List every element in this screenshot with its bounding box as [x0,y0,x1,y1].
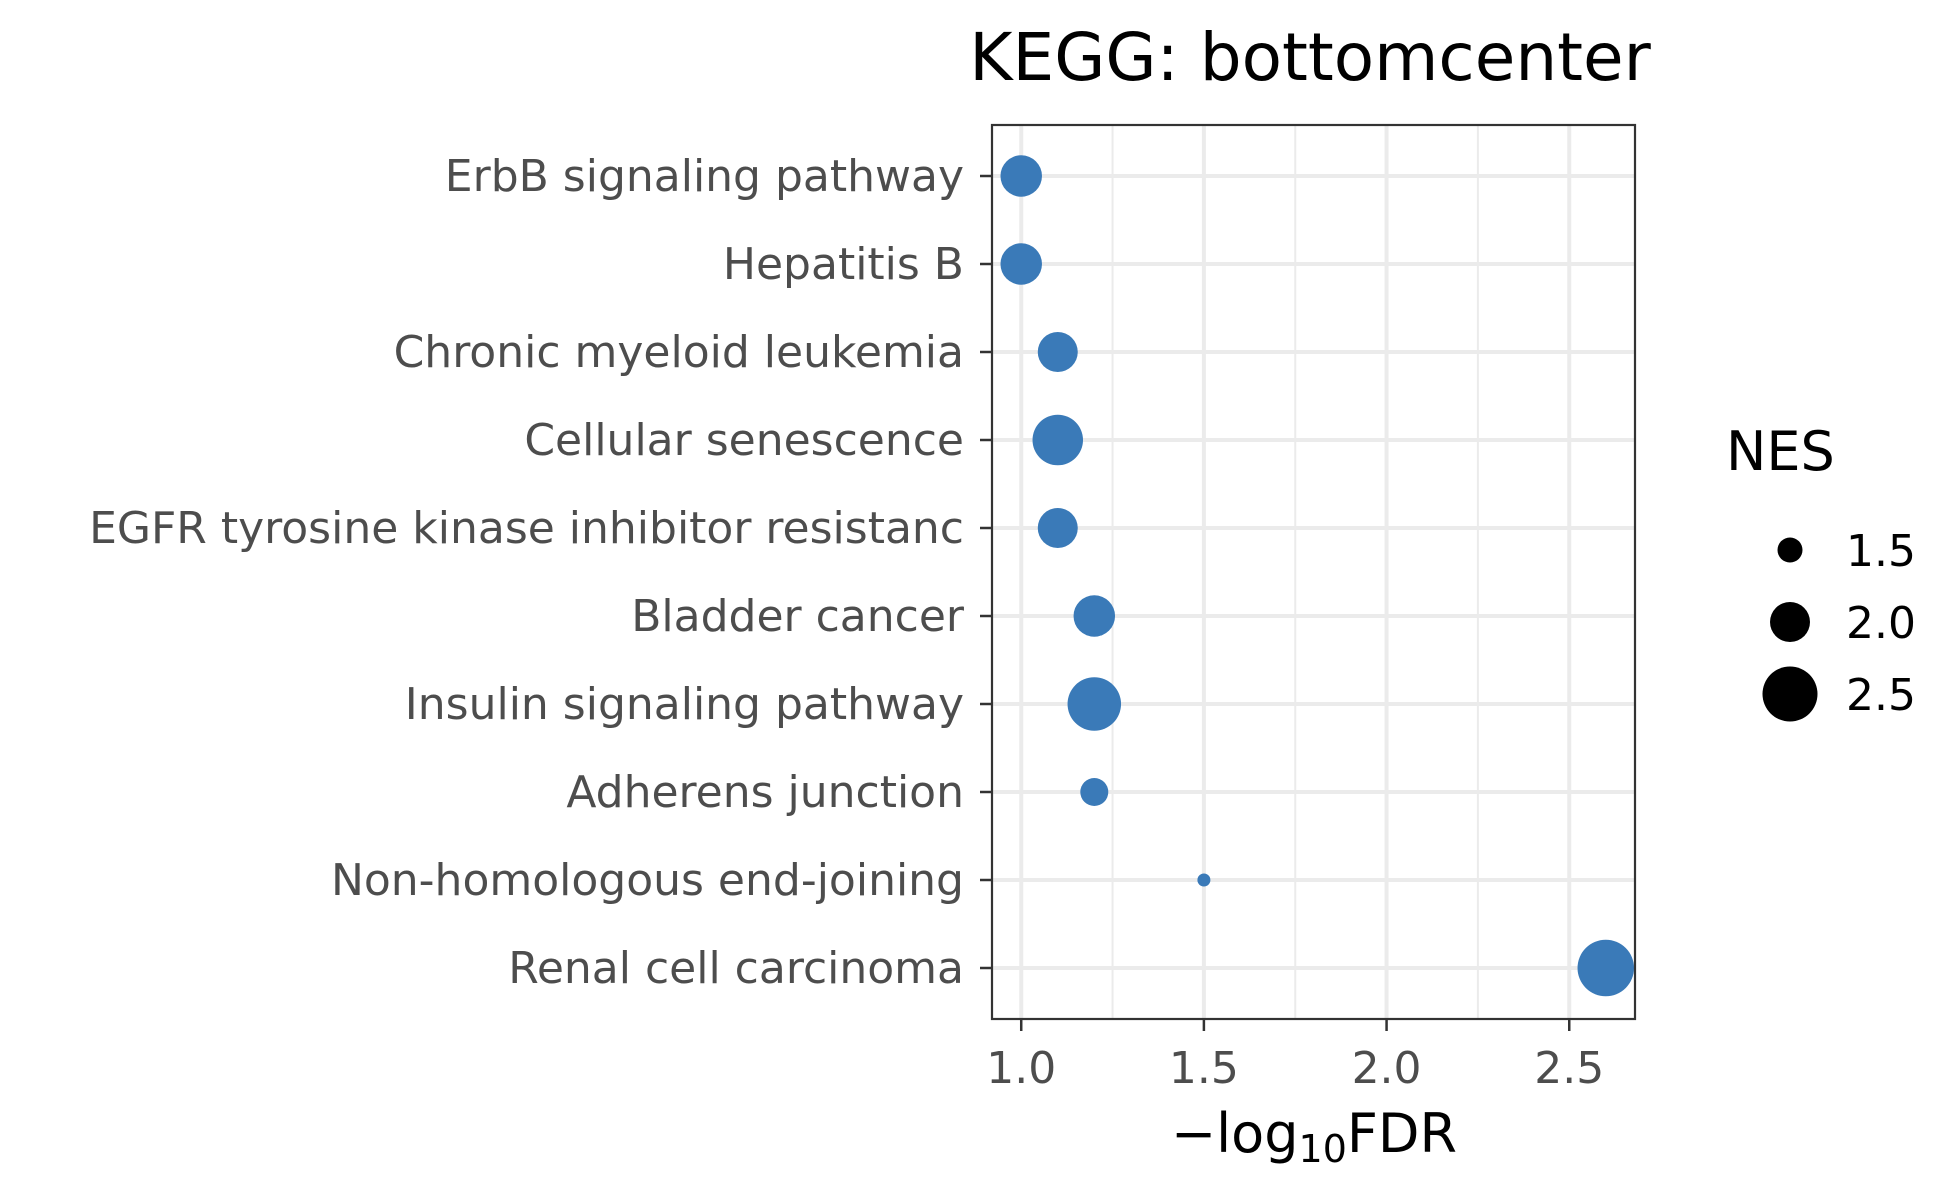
data-point [1032,414,1084,466]
legend-title: NES [1726,420,1835,483]
y-tick-label: EGFR tyrosine kinase inhibitor resistanc [89,503,964,554]
data-point [1037,508,1078,548]
x-tick-label: 1.5 [1169,1043,1239,1094]
x-axis-title-suffix: FDR [1347,1102,1457,1165]
data-point [1000,155,1042,197]
data-point [1000,243,1042,285]
x-axis: 1.0 1.5 2.0 2.5 [986,1019,1604,1094]
y-tick-label: Cellular senescence [524,415,964,466]
x-tick-label: 2.5 [1534,1043,1604,1094]
legend-label: 2.0 [1846,598,1916,649]
y-tick-label: Non-homologous end-joining [331,855,964,906]
y-axis: ErbB signaling pathway Hepatitis B Chronic… [89,151,992,994]
size-legend: NES 1.5 2.0 2.5 [1726,420,1916,722]
legend-key [1770,602,1810,642]
x-axis-title: −log10FDR [1171,1102,1457,1171]
data-point [1197,873,1211,887]
panel-border [990,123,1637,1021]
legend-key [1762,666,1818,722]
chart-title: KEGG: bottomcenter [969,19,1651,96]
grid-layer [992,125,1635,1019]
points-layer [1000,155,1635,997]
y-tick-label: Bladder cancer [631,591,965,642]
data-point [1073,595,1116,637]
legend-key [1777,537,1803,563]
y-tick-label: Renal cell carcinoma [508,943,964,994]
data-point [1067,677,1122,731]
y-tick-label: ErbB signaling pathway [445,151,964,202]
data-point [1080,778,1109,806]
data-point [1037,332,1078,372]
x-tick-label: 1.0 [986,1043,1056,1094]
x-axis-title-subscript: 10 [1299,1127,1347,1171]
y-tick-label: Chronic myeloid leukemia [394,327,964,378]
x-axis-title-prefix: −log [1171,1102,1299,1165]
legend-label: 1.5 [1846,526,1916,577]
legend-label: 2.5 [1846,670,1916,721]
x-tick-label: 2.0 [1352,1043,1422,1094]
data-point [1577,939,1635,997]
y-tick-label: Insulin signaling pathway [405,679,964,730]
y-tick-label: Hepatitis B [723,239,964,290]
y-tick-label: Adherens junction [566,767,964,818]
